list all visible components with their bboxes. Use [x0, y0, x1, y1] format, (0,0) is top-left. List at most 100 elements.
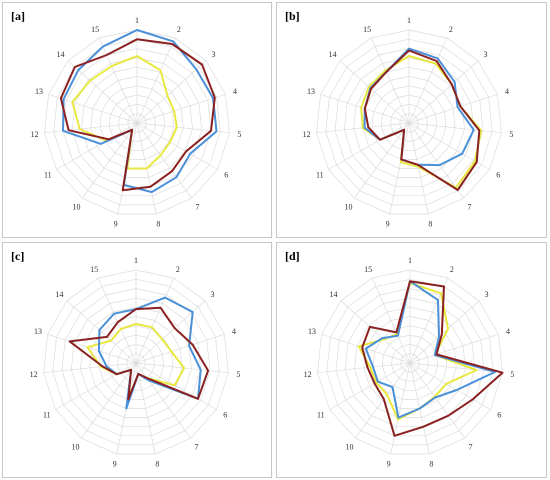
- grid-ring: [99, 85, 175, 160]
- axis-spoke: [97, 277, 137, 364]
- grid-ring: [363, 316, 457, 409]
- axis-spoke: [67, 60, 138, 124]
- axis-label: 8: [156, 220, 160, 229]
- axis-spoke: [135, 362, 156, 455]
- axis-label: 10: [73, 202, 81, 211]
- axis-label: 9: [114, 220, 118, 229]
- panel-label-b: [b]: [285, 9, 300, 23]
- axis-label: 2: [176, 265, 180, 274]
- axis-label: 10: [345, 202, 353, 211]
- axis-label: 11: [44, 171, 52, 180]
- grid-ring: [127, 113, 147, 133]
- axis-label: 11: [317, 411, 325, 420]
- axis-spoke: [409, 362, 503, 374]
- axis-label: 4: [233, 87, 237, 96]
- axis-spoke: [135, 362, 229, 374]
- axis-label: 2: [177, 25, 181, 34]
- axis-spoke: [135, 277, 175, 364]
- grid-ring: [391, 344, 429, 382]
- axis-label: 12: [303, 130, 311, 139]
- radar-panel-d: 1 2 3 4 5 6 7 8 9 10 11 12 13 14 15 [d]: [276, 242, 547, 478]
- axis-label: 12: [30, 370, 38, 379]
- axis-label: 13: [35, 87, 43, 96]
- axis-label: 5: [236, 370, 240, 379]
- axis-label: 2: [450, 265, 454, 274]
- axis-spoke: [135, 362, 191, 439]
- axis-label: 3: [211, 290, 215, 299]
- axis-label: 4: [505, 87, 509, 96]
- grid-ring: [89, 316, 183, 409]
- axis-spoke: [47, 333, 137, 364]
- axis-label: 15: [364, 265, 372, 274]
- axis-spoke: [136, 122, 192, 199]
- axis-spoke: [44, 122, 138, 134]
- axis-spoke: [66, 300, 137, 364]
- axis-spoke: [355, 362, 411, 439]
- grid-ring: [344, 297, 476, 428]
- axis-spoke: [56, 122, 138, 170]
- axis-label: 7: [196, 202, 200, 211]
- grid-ring: [107, 334, 165, 391]
- grid-ring: [362, 76, 456, 169]
- radar-panel-a: 1 2 3 4 5 6 7 8 9 10 11 12 13 14 15 [a]: [2, 2, 272, 238]
- axis-spoke: [408, 122, 464, 199]
- axis-label: 8: [429, 460, 433, 469]
- series-line-1: [68, 306, 210, 401]
- axis-label: 12: [31, 130, 39, 139]
- axis-spoke: [408, 93, 498, 124]
- axis-spoke: [329, 362, 411, 410]
- grid-ring: [325, 38, 493, 206]
- axis-label: 3: [484, 50, 488, 59]
- axis-label: 11: [43, 411, 51, 420]
- axis-spoke: [135, 362, 217, 410]
- series-line-0: [364, 280, 497, 419]
- axis-label: 10: [72, 442, 80, 451]
- axis-spoke: [408, 37, 448, 124]
- axis-label: 15: [91, 25, 99, 34]
- axis-label: 10: [346, 442, 354, 451]
- axis-spoke: [409, 362, 465, 439]
- axis-spoke: [136, 37, 176, 124]
- axis-label: 9: [113, 460, 117, 469]
- series-line-1: [59, 38, 216, 192]
- grid-ring: [372, 325, 448, 400]
- axis-label: 14: [329, 50, 337, 59]
- grid-ring: [354, 306, 466, 418]
- grid-ring: [316, 29, 502, 215]
- radar-panel-b: 1 2 3 4 5 6 7 8 9 10 11 12 13 14 15 [b]: [276, 2, 547, 238]
- axis-spoke: [317, 362, 411, 374]
- axis-label: 3: [485, 290, 489, 299]
- panel-label-d: [d]: [285, 249, 300, 263]
- axis-label: 2: [449, 25, 453, 34]
- axis-label: 13: [307, 87, 315, 96]
- grid-ring: [62, 48, 212, 197]
- axis-spoke: [55, 362, 137, 410]
- axis-spoke: [409, 362, 491, 410]
- panel-label-c: [c]: [11, 249, 25, 263]
- axis-spoke: [98, 37, 138, 124]
- axis-label: 4: [232, 327, 236, 336]
- axis-label: 7: [195, 442, 199, 451]
- axis-label: 9: [386, 220, 390, 229]
- axis-spoke: [370, 37, 410, 124]
- axis-spoke: [43, 362, 137, 374]
- grid-ring: [108, 94, 166, 151]
- axis-spoke: [408, 60, 479, 124]
- axis-spoke: [354, 122, 410, 199]
- grid-ring: [81, 66, 193, 178]
- axis-label: 14: [57, 50, 65, 59]
- grid-ring: [317, 269, 503, 455]
- axis-label: 6: [223, 411, 227, 420]
- axis-label: 15: [363, 25, 371, 34]
- axis-label: 4: [506, 327, 510, 336]
- grid-ring: [380, 94, 438, 151]
- axis-spoke: [136, 60, 207, 124]
- axis-label: 6: [496, 171, 500, 180]
- series-line-1: [363, 49, 481, 191]
- axis-spoke: [389, 122, 410, 215]
- axis-spoke: [409, 300, 480, 364]
- axis-label: 5: [509, 130, 513, 139]
- axis-spoke: [408, 122, 429, 215]
